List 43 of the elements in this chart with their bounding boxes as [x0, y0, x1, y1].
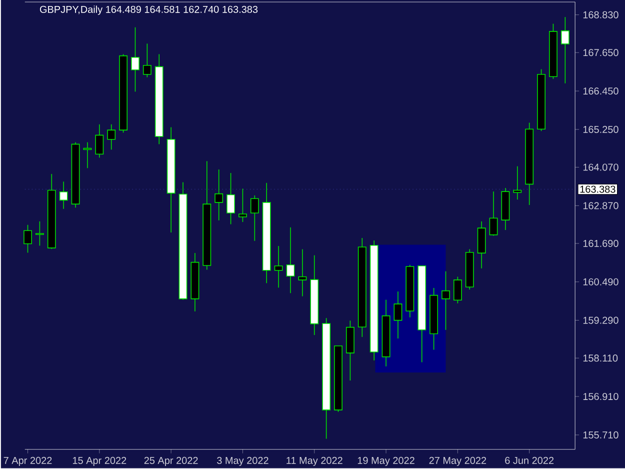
x-tick-label: 7 Apr 2022 — [4, 456, 52, 466]
y-tick-label: 162.870 — [583, 202, 618, 210]
y-tick-label: 168.830 — [583, 11, 618, 18]
candlestick — [489, 191, 498, 236]
candlestick — [131, 26, 140, 92]
y-tick-label: 164.070 — [583, 164, 618, 171]
x-tick-label: 25 Apr 2022 — [144, 456, 198, 466]
candlestick — [59, 181, 68, 210]
y-tick-label: 158.110 — [583, 354, 618, 362]
candlestick — [394, 290, 402, 339]
candlestick — [83, 142, 92, 168]
y-tick-label: 155.710 — [583, 431, 618, 438]
y-tick-label: 166.450 — [583, 87, 618, 94]
chart-title: GBPJPY,Daily 164.489 164.581 162.740 163.383 — [40, 5, 258, 15]
candlestick — [286, 226, 295, 294]
x-tick-label: 19 May 2022 — [358, 456, 414, 466]
candlestick — [226, 172, 235, 224]
candlestick — [453, 276, 462, 304]
candlestick — [442, 270, 450, 330]
x-tick-label: 27 May 2022 — [429, 456, 486, 466]
x-tick-label: 11 May 2022 — [286, 456, 342, 466]
candlestick — [513, 166, 522, 200]
candlestick — [560, 16, 570, 84]
candlestick — [274, 245, 283, 288]
y-tick-label: 156.910 — [583, 392, 618, 400]
candlestick — [24, 224, 32, 253]
candlestick — [298, 248, 307, 297]
x-tick-label: 15 Apr 2022 — [72, 456, 126, 466]
x-tick-label: 6 Jun 2022 — [505, 456, 554, 464]
candlestick — [238, 188, 247, 222]
candlestick — [107, 124, 116, 150]
candlestick — [250, 194, 259, 242]
candlestick — [35, 220, 44, 246]
y-tick-label: 167.650 — [583, 48, 618, 56]
candlestick — [95, 124, 104, 158]
y-tick-label: 160.490 — [583, 278, 618, 286]
x-tick-label: 3 May 2022 — [217, 456, 268, 466]
y-tick-label: 165.250 — [583, 126, 618, 133]
candlestick — [142, 43, 152, 78]
y-tick-label: 159.290 — [583, 316, 618, 324]
ref-line-label: 163.383 — [580, 186, 616, 193]
candlestick — [214, 168, 224, 221]
y-tick-label: 161.690 — [583, 240, 618, 247]
